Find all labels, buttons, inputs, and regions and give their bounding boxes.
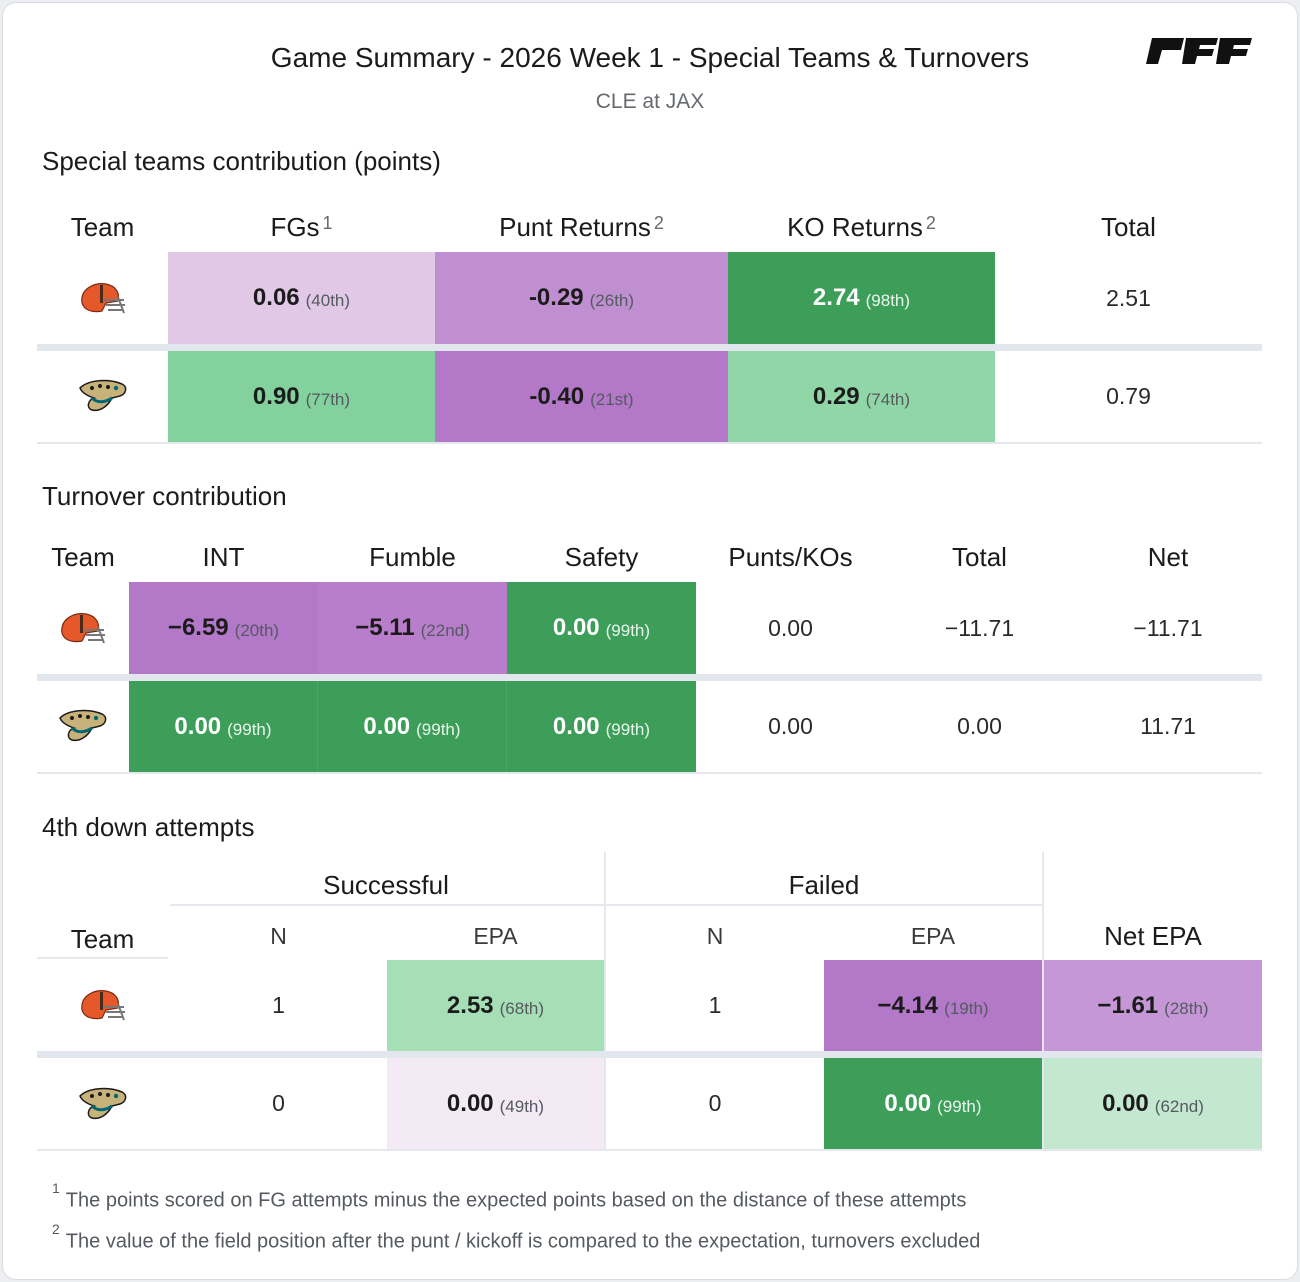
to-header-team: Team [51,541,115,572]
table-bottom-line [37,772,1262,774]
group-underline [170,904,604,906]
row-separator [37,1051,1262,1058]
st-jax-ko-cell: 0.29 (74th) [728,351,995,442]
page-subtitle: CLE at JAX [595,90,705,113]
to-jax-int-cell: 0.00 (99th) [129,681,318,772]
to-cle-safety-cell: 0.00 (99th) [507,582,696,674]
jaguars-logo-icon [58,708,108,744]
st-header-ko-returns: KO Returns 2 [787,211,936,242]
fd-jax-net-epa-cell: 0.00 (62nd) [1044,1058,1262,1149]
fd-jax-succ-n: 0 [272,1090,285,1116]
to-header-punts-kos: Punts/KOs [728,541,853,572]
st-jax-fgs-cell: 0.90 (77th) [168,351,435,442]
to-header-total: Total [952,541,1007,572]
fd-group-failed: Failed [788,869,860,900]
to-jax-total: 0.00 [957,713,1002,739]
to-jax-net: 11.71 [1140,713,1196,739]
footnote-1: 1The points scored on FG attempts minus … [52,1180,967,1212]
fd-cle-fail-n: 1 [708,992,722,1018]
to-jax-safety-cell: 0.00 (99th) [507,681,696,772]
fd-header-net-epa: Net EPA [1104,920,1202,951]
st-header-total: Total [1101,211,1156,242]
fd-cle-net-epa-cell: −1.61 (28th) [1044,960,1262,1051]
fourth-down-title: 4th down attempts [42,812,255,842]
fd-header-succ-n: N [270,922,287,949]
st-cle-punt-cell: -0.29 (26th) [435,252,728,344]
to-header-fumble: Fumble [369,541,456,572]
st-header-team: Team [70,211,135,242]
fd-header-fail-epa: EPA [910,922,956,949]
team-underline [37,957,168,959]
st-jax-punt-cell: -0.40 (21st) [435,351,728,442]
page-title: Game Summary - 2026 Week 1 - Special Tea… [270,42,1030,73]
turnover-title: Turnover contribution [42,481,287,511]
fd-jax-succ-epa-cell: 0.00 (49th) [387,1058,604,1149]
table-bottom-line [37,442,1262,444]
special-teams-title: Special teams contribution (points) [42,146,441,176]
fd-jax-fail-n: 0 [708,1090,722,1116]
fd-cle-succ-epa-cell: 2.53 (68th) [387,960,604,1051]
browns-helmet-icon [78,281,128,317]
group-divider [604,852,606,1150]
to-cle-fumble-cell: −5.11 (22nd) [318,582,507,674]
st-header-punt-returns: Punt Returns 2 [499,211,664,242]
st-cle-total: 2.51 [1106,284,1151,311]
to-header-safety: Safety [564,541,639,572]
st-jax-total: 0.79 [1106,383,1151,409]
fd-cle-succ-n: 1 [272,992,285,1018]
browns-helmet-icon [58,611,108,647]
group-underline [606,904,1042,906]
pff-logo [1146,38,1252,64]
to-header-int: INT [202,541,245,572]
to-cle-total: −11.71 [944,614,1015,641]
fd-header-fail-n: N [706,922,724,949]
fd-cle-fail-epa-cell: −4.14 (19th) [824,960,1042,1051]
jaguars-logo-icon [78,378,128,414]
footnote-2: 2The value of the field position after t… [52,1221,981,1253]
row-separator [37,674,1262,681]
table-bottom-line [37,1149,1262,1151]
fd-header-team: Team [70,923,135,954]
to-jax-punts-kos: 0.00 [768,713,813,739]
fd-jax-fail-epa-cell: 0.00 (99th) [824,1058,1042,1149]
row-separator [37,344,1262,351]
to-cle-net: −11.71 [1133,614,1203,641]
group-divider [1042,852,1044,1150]
st-cle-fgs-cell: 0.06 (40th) [168,252,435,344]
st-header-fgs: FGs 1 [270,211,333,242]
to-jax-fumble-cell: 0.00 (99th) [318,681,507,772]
fd-group-successful: Successful [323,869,449,900]
browns-helmet-icon [78,988,128,1024]
to-header-net: Net [1147,541,1189,572]
to-cle-punts-kos: 0.00 [768,614,813,641]
st-cle-ko-cell: 2.74 (98th) [728,252,995,344]
fd-header-succ-epa: EPA [473,922,518,949]
jaguars-logo-icon [78,1086,128,1122]
to-cle-int-cell: −6.59 (20th) [129,582,318,674]
